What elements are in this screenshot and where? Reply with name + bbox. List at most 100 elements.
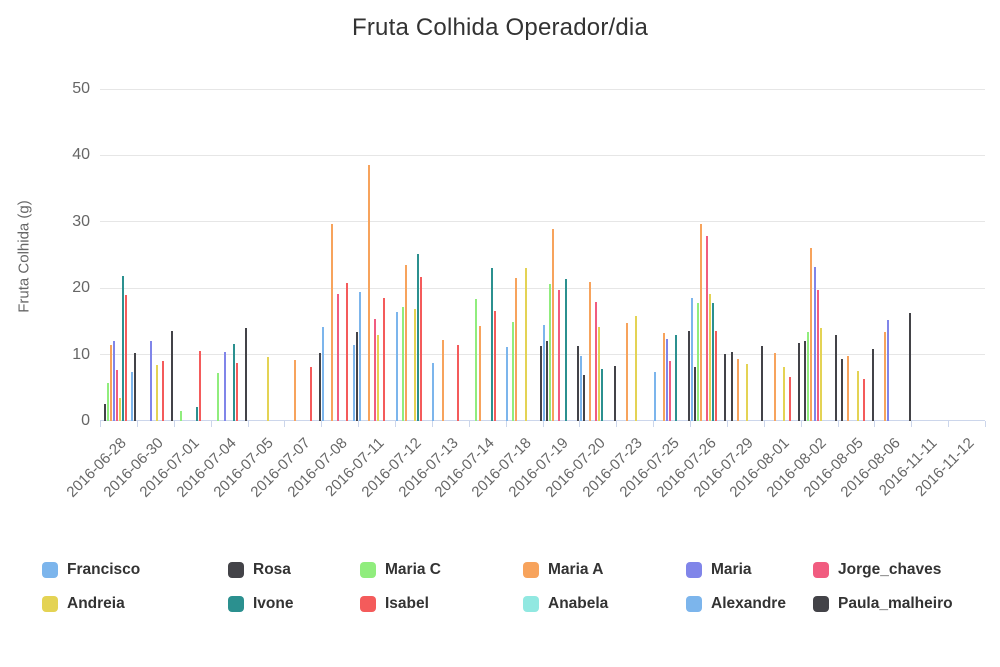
legend-item-isabel[interactable]: Isabel xyxy=(360,590,523,617)
legend-item-jorge-chaves[interactable]: Jorge_chaves xyxy=(813,556,953,583)
bar-andreia[interactable] xyxy=(745,363,748,421)
legend-item-alexandre[interactable]: Alexandre xyxy=(686,590,813,617)
bar-ivone[interactable] xyxy=(564,278,567,421)
bar-ivone[interactable] xyxy=(232,343,235,421)
bar-paula-malheiro[interactable] xyxy=(134,353,137,421)
bar-isabel[interactable] xyxy=(235,363,238,421)
bar-maria[interactable] xyxy=(223,351,226,421)
bar-francisco[interactable] xyxy=(543,324,546,421)
bar-francisco[interactable] xyxy=(321,326,324,421)
bar-maria-a[interactable] xyxy=(736,359,739,421)
bar-jorge-chaves[interactable] xyxy=(115,369,118,421)
bar-maria-a[interactable] xyxy=(367,164,370,421)
bar-maria-c[interactable] xyxy=(807,332,810,421)
bar-maria-c[interactable] xyxy=(217,372,220,421)
bar-maria-a[interactable] xyxy=(773,352,776,421)
bar-maria-a[interactable] xyxy=(331,224,334,421)
bar-maria-a[interactable] xyxy=(109,345,112,421)
bar-maria-a[interactable] xyxy=(515,278,518,421)
bar-andreia[interactable] xyxy=(119,397,122,421)
bar-francisco[interactable] xyxy=(432,363,435,421)
bar-paula-malheiro[interactable] xyxy=(613,365,616,421)
bar-maria-a[interactable] xyxy=(589,282,592,421)
bar-andreia[interactable] xyxy=(266,356,269,421)
bar-paula-malheiro[interactable] xyxy=(761,345,764,421)
bar-andreia[interactable] xyxy=(414,309,417,421)
bar-maria-c[interactable] xyxy=(512,322,515,421)
bar-isabel[interactable] xyxy=(125,294,128,421)
bar-paula-malheiro[interactable] xyxy=(835,335,838,421)
bar-isabel[interactable] xyxy=(715,331,718,421)
bar-ivone[interactable] xyxy=(490,268,493,421)
bar-ivone[interactable] xyxy=(417,253,420,421)
bar-isabel[interactable] xyxy=(383,297,386,421)
bar-andreia[interactable] xyxy=(377,334,380,421)
bar-isabel[interactable] xyxy=(457,344,460,421)
bar-paula-malheiro[interactable] xyxy=(687,331,690,421)
bar-maria[interactable] xyxy=(887,320,890,421)
bar-maria-a[interactable] xyxy=(699,224,702,421)
bar-andreia[interactable] xyxy=(598,327,601,421)
bar-andreia[interactable] xyxy=(856,371,859,421)
bar-maria-a[interactable] xyxy=(884,332,887,421)
bar-maria-a[interactable] xyxy=(404,264,407,421)
bar-maria-c[interactable] xyxy=(696,303,699,421)
bar-andreia[interactable] xyxy=(782,366,785,421)
bar-ivone[interactable] xyxy=(195,407,198,421)
bar-jorge-chaves[interactable] xyxy=(374,319,377,421)
bar-francisco[interactable] xyxy=(358,291,361,421)
legend-item-paula-malheiro[interactable]: Paula_malheiro xyxy=(813,590,953,617)
bar-jorge-chaves[interactable] xyxy=(558,290,561,421)
bar-paula-malheiro[interactable] xyxy=(171,331,174,421)
bar-ivone[interactable] xyxy=(712,302,715,421)
bar-francisco[interactable] xyxy=(653,371,656,421)
bar-jorge-chaves[interactable] xyxy=(669,361,672,421)
bar-maria-a[interactable] xyxy=(810,247,813,421)
bar-maria-c[interactable] xyxy=(106,383,109,421)
bar-maria-a[interactable] xyxy=(478,326,481,421)
bar-maria-c[interactable] xyxy=(401,306,404,421)
legend-item-anabela[interactable]: Anabela xyxy=(523,590,686,617)
bar-isabel[interactable] xyxy=(862,379,865,421)
bar-paula-malheiro[interactable] xyxy=(245,328,248,421)
bar-alexandre[interactable] xyxy=(352,345,355,421)
bar-isabel[interactable] xyxy=(493,310,496,421)
bar-rosa[interactable] xyxy=(730,351,733,421)
bar-ivone[interactable] xyxy=(601,368,604,421)
bar-andreia[interactable] xyxy=(709,294,712,421)
bar-andreia[interactable] xyxy=(524,268,527,421)
legend-item-rosa[interactable]: Rosa xyxy=(228,556,360,583)
bar-paula-malheiro[interactable] xyxy=(908,312,911,421)
bar-francisco[interactable] xyxy=(506,347,509,421)
bar-maria-c[interactable] xyxy=(549,284,552,421)
bar-francisco[interactable] xyxy=(690,298,693,421)
bar-maria-a[interactable] xyxy=(552,229,555,421)
bar-isabel[interactable] xyxy=(309,367,312,421)
legend-item-maria-a[interactable]: Maria A xyxy=(523,556,686,583)
bar-ivone[interactable] xyxy=(122,275,125,421)
bar-maria[interactable] xyxy=(149,341,152,421)
bar-maria-a[interactable] xyxy=(662,332,665,421)
legend-item-andreia[interactable]: Andreia xyxy=(42,590,228,617)
bar-paula-malheiro[interactable] xyxy=(576,345,579,421)
bar-maria-a[interactable] xyxy=(294,359,297,421)
bar-rosa[interactable] xyxy=(841,358,844,421)
legend-item-maria[interactable]: Maria xyxy=(686,556,813,583)
bar-paula-malheiro[interactable] xyxy=(798,343,801,421)
legend-item-maria-c[interactable]: Maria C xyxy=(360,556,523,583)
bar-jorge-chaves[interactable] xyxy=(595,302,598,421)
bar-francisco[interactable] xyxy=(579,355,582,421)
bar-jorge-chaves[interactable] xyxy=(337,293,340,421)
bar-francisco[interactable] xyxy=(395,312,398,421)
bar-andreia[interactable] xyxy=(635,316,638,421)
bar-andreia[interactable] xyxy=(819,328,822,421)
bar-maria-c[interactable] xyxy=(180,411,183,421)
bar-rosa[interactable] xyxy=(546,341,549,421)
bar-isabel[interactable] xyxy=(162,360,165,421)
bar-isabel[interactable] xyxy=(346,282,349,421)
bar-ivone[interactable] xyxy=(675,335,678,421)
bar-jorge-chaves[interactable] xyxy=(816,290,819,421)
bar-rosa[interactable] xyxy=(583,375,586,421)
bar-rosa[interactable] xyxy=(693,367,696,421)
bar-maria-c[interactable] xyxy=(475,298,478,421)
